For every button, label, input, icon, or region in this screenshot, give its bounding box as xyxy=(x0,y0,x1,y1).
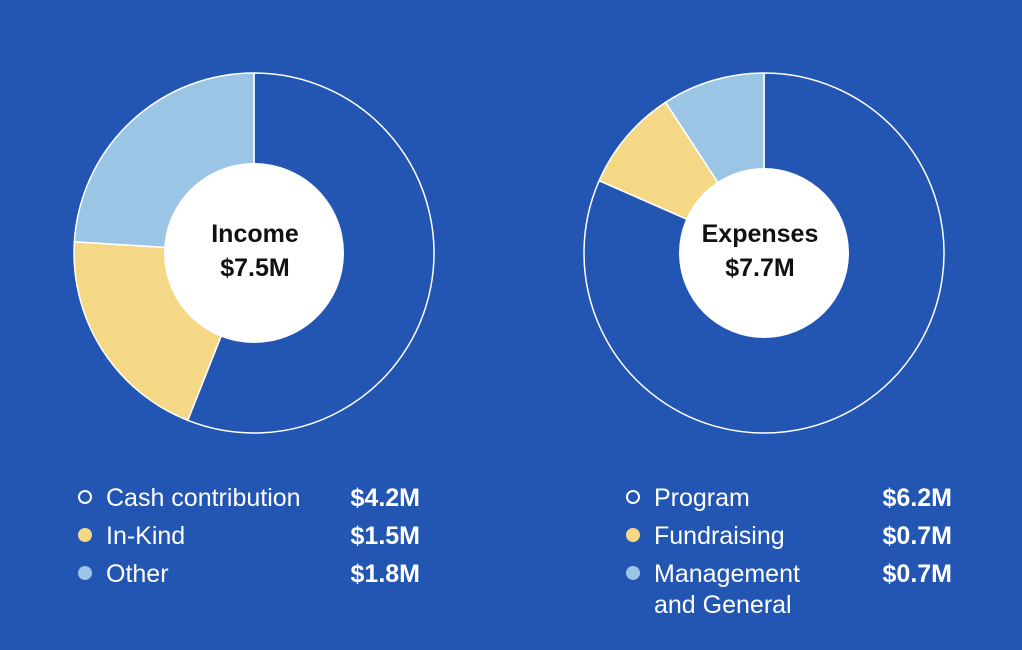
donut-charts xyxy=(73,72,945,434)
legend-label: Other xyxy=(106,560,169,588)
legend-value: $0.7M xyxy=(882,560,952,588)
legend-item: Program $6.2M xyxy=(626,483,956,521)
expenses-center-title: Expenses xyxy=(701,220,819,248)
legend-item: Fundraising $0.7M xyxy=(626,521,956,559)
legend-swatch xyxy=(626,490,640,504)
legend-label: Cash contribution xyxy=(106,484,301,512)
legend-label: Program xyxy=(654,484,750,512)
legend-swatch xyxy=(626,528,640,542)
legend-label: In-Kind xyxy=(106,522,186,550)
income-center-title: Income xyxy=(211,220,299,248)
income-donut-chart xyxy=(73,72,435,434)
income-donut-hole xyxy=(164,163,344,343)
income-center-value: $7.5M xyxy=(220,254,290,282)
legend-value: $4.2M xyxy=(350,484,420,512)
legend-item: Cash contribution $4.2M xyxy=(78,483,423,521)
expenses-donut-chart xyxy=(583,72,945,434)
legend-label-line: and General xyxy=(654,591,792,619)
expenses-center-value: $7.7M xyxy=(725,254,795,282)
legend-item: In-Kind $1.5M xyxy=(78,521,423,559)
legend-value: $6.2M xyxy=(882,484,952,512)
income-legend: Cash contribution $4.2M In-Kind $1.5M Ot… xyxy=(78,483,423,597)
legend-swatch xyxy=(78,566,92,580)
expenses-legend: Program $6.2M Fundraising $0.7M Manageme… xyxy=(626,483,956,629)
income-center-label: Income $7.5M xyxy=(165,217,345,285)
legend-item: Management and General $0.7M xyxy=(626,559,956,629)
legend-value: $1.5M xyxy=(350,522,420,550)
legend-swatch xyxy=(78,490,92,504)
legend-label-line: Management xyxy=(654,560,800,588)
legend-swatch xyxy=(78,528,92,542)
legend-label: Management and General xyxy=(654,559,800,621)
legend-item: Other $1.8M xyxy=(78,559,423,597)
legend-swatch xyxy=(626,566,640,580)
legend-label: Fundraising xyxy=(654,522,785,550)
legend-value: $1.8M xyxy=(350,560,420,588)
expenses-donut-hole xyxy=(679,168,849,338)
expenses-center-label: Expenses $7.7M xyxy=(670,217,850,285)
legend-value: $0.7M xyxy=(882,522,952,550)
